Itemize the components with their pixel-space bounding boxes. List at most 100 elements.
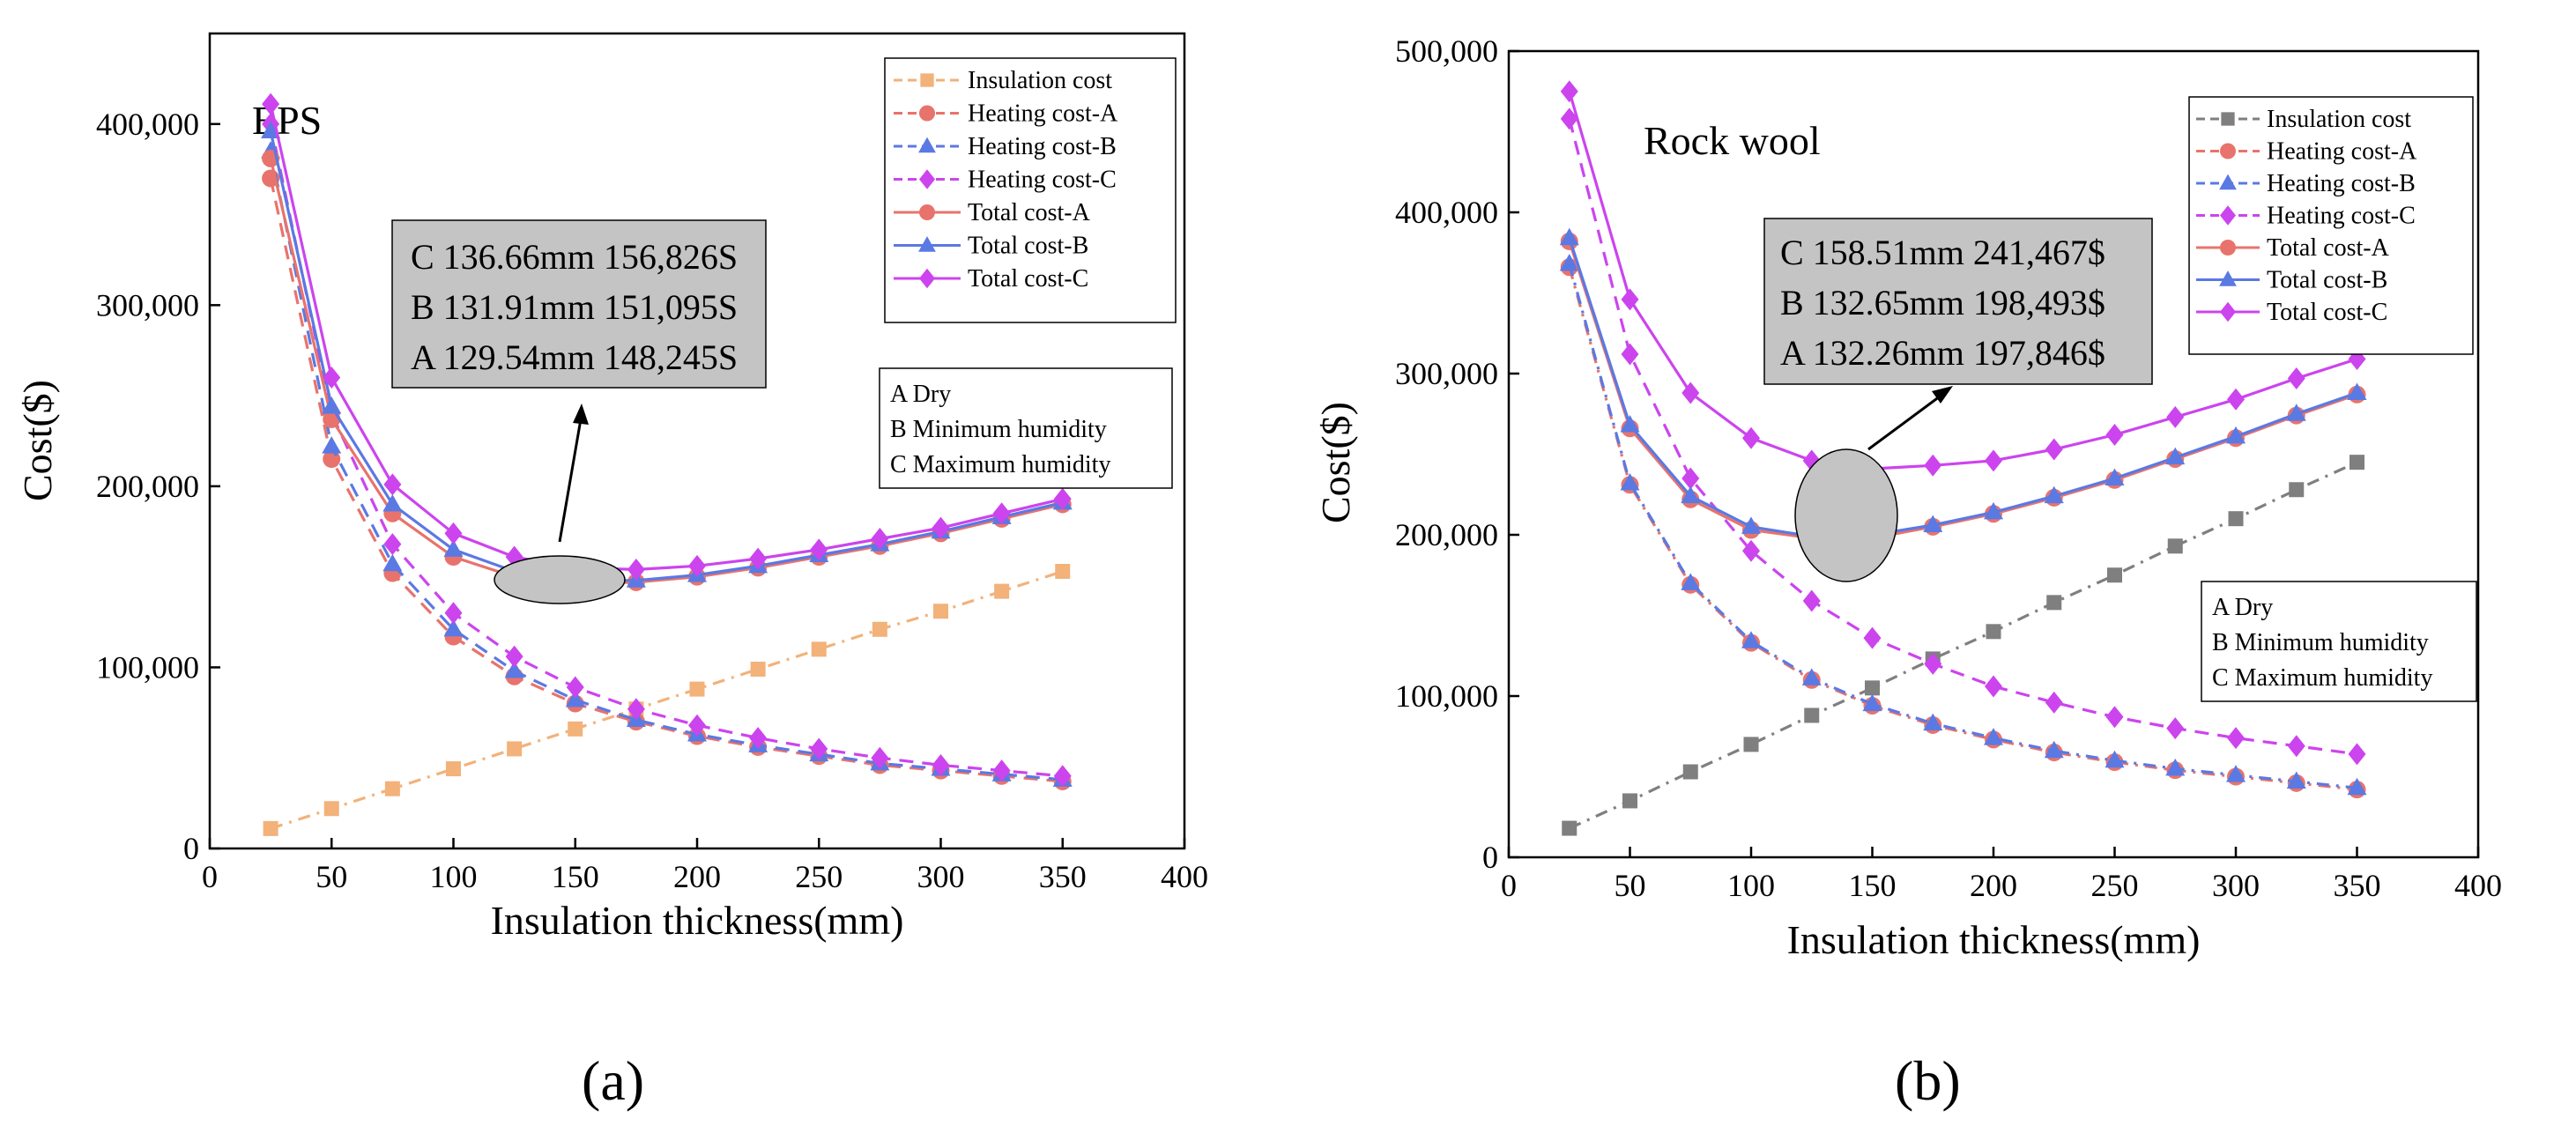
- data-point: [1559, 227, 1579, 246]
- series-line: [269, 178, 1063, 783]
- legend-label: Heating cost-B: [968, 133, 1117, 160]
- legend-swatch-marker: [919, 204, 935, 220]
- data-point: [1801, 668, 1822, 685]
- data-point: [750, 662, 766, 677]
- series-heating-cost-c: [1560, 107, 2366, 766]
- series-line: [269, 130, 1064, 582]
- y-tick-label: 100,000: [96, 649, 199, 685]
- data-point: [1924, 652, 1942, 675]
- series-line: [269, 123, 1063, 778]
- data-point: [263, 820, 278, 836]
- data-point: [1681, 573, 1701, 590]
- panel-eps: 0 50 100 150 200 250 300 350 400 0 100,000 200,000 3…: [15, 32, 1208, 1112]
- series-group: [261, 93, 1073, 836]
- annotation-line-c: C 158.51mm 241,467$: [1780, 233, 2105, 272]
- legend-entry: Heating cost-A: [2196, 138, 2417, 166]
- series-total-cost-c: [1560, 80, 2366, 480]
- data-point: [1804, 707, 1820, 723]
- data-point: [322, 436, 342, 454]
- data-point: [383, 473, 402, 496]
- y-tick-label: 200,000: [1395, 517, 1498, 552]
- data-point: [322, 396, 342, 414]
- panel-label: (a): [582, 1049, 644, 1112]
- x-tick-label: 100: [430, 859, 478, 894]
- y-axis-label: Cost($): [1313, 402, 1358, 523]
- legend-swatch-marker: [918, 137, 936, 153]
- data-point: [1923, 713, 1943, 731]
- legend-swatch-marker: [2221, 112, 2235, 126]
- legend-swatch-marker: [2220, 143, 2236, 159]
- legend-swatch-marker: [2220, 240, 2236, 256]
- data-point: [2046, 595, 2062, 611]
- data-point: [1984, 501, 2003, 520]
- legend-entry: Total cost-B: [2196, 267, 2387, 294]
- humidity-legend: A Dry B Minimum humidity C Maximum humid…: [879, 367, 1173, 489]
- legend-entry: Heating cost-C: [2196, 203, 2416, 230]
- data-point: [1621, 343, 1639, 366]
- series-group: [1559, 80, 2367, 836]
- data-point: [1924, 454, 1942, 477]
- series-line: [270, 569, 1064, 830]
- chart-title: Rock wool: [1644, 118, 1821, 163]
- legend: Insulation cost Heating cost-A Heating cos…: [2188, 96, 2474, 355]
- data-point: [443, 619, 464, 637]
- legend-label: Total cost-A: [968, 199, 1091, 226]
- y-tick-label: 400,000: [96, 107, 199, 142]
- data-point: [2350, 455, 2364, 470]
- annotation-line-c: C 136.66mm 156,826S: [411, 237, 738, 277]
- y-tick-label: 500,000: [1395, 33, 1498, 69]
- annotation-arrow: [1867, 392, 1944, 451]
- data-point: [383, 533, 402, 556]
- legend-entry: Total cost-B: [894, 233, 1088, 260]
- x-tick-label: 150: [1849, 868, 1897, 903]
- data-point: [382, 553, 403, 572]
- data-point: [1741, 516, 1761, 534]
- y-tick-label: 300,000: [1395, 356, 1498, 391]
- y-axis-label: Cost($): [15, 380, 60, 501]
- data-point: [1742, 426, 1760, 449]
- data-point: [1682, 764, 1698, 780]
- annotation-arrow: [558, 413, 583, 543]
- humidity-legend-item-b: B Minimum humidity: [890, 416, 1107, 443]
- data-point: [2287, 735, 2305, 758]
- data-point: [2286, 771, 2306, 789]
- data-point: [2226, 765, 2246, 782]
- x-tick-label: 200: [1970, 868, 2017, 903]
- data-point: [1802, 589, 1821, 612]
- legend-swatch-marker: [2219, 270, 2237, 286]
- data-point: [2166, 717, 2185, 740]
- data-point: [872, 621, 887, 637]
- data-point: [2347, 382, 2367, 400]
- data-point: [1053, 765, 1072, 788]
- data-point: [1560, 80, 1578, 103]
- series-heating-cost-b: [1559, 254, 2367, 796]
- legend-label: Insulation cost: [2267, 106, 2411, 133]
- data-point: [2045, 438, 2063, 461]
- x-axis-label: Insulation thickness(mm): [1787, 917, 2201, 962]
- y-tick-label: 0: [183, 831, 199, 866]
- x-axis-label: Insulation thickness(mm): [491, 898, 904, 943]
- data-point: [507, 741, 523, 757]
- legend-swatch-marker: [2219, 174, 2237, 190]
- x-tick-label: 300: [917, 859, 965, 894]
- data-point: [565, 689, 585, 707]
- legend-label: Heating cost-A: [968, 100, 1118, 128]
- data-point: [1681, 382, 1700, 404]
- data-point: [505, 645, 523, 668]
- legend-label: Heating cost-B: [2267, 170, 2416, 197]
- annotation-box: C 158.51mm 241,467$ B 132.65mm 198,493$ …: [1763, 218, 2153, 385]
- data-point: [261, 121, 281, 138]
- series-line: [1568, 263, 2357, 789]
- data-point: [1863, 626, 1882, 649]
- legend-entry: Total cost-A: [894, 199, 1091, 226]
- data-point: [1560, 107, 1578, 130]
- legend-label: Heating cost-C: [2267, 203, 2416, 230]
- annotation-background: [391, 219, 767, 389]
- legend-label: Heating cost-C: [968, 167, 1117, 194]
- x-tick-label: 350: [1039, 859, 1087, 894]
- data-point: [262, 93, 280, 115]
- annotation-background: [1763, 218, 2153, 385]
- annotation-line-b: B 131.91mm 151,095S: [411, 287, 738, 327]
- data-point: [1741, 631, 1761, 648]
- legend-entry: Heating cost-A: [894, 100, 1118, 128]
